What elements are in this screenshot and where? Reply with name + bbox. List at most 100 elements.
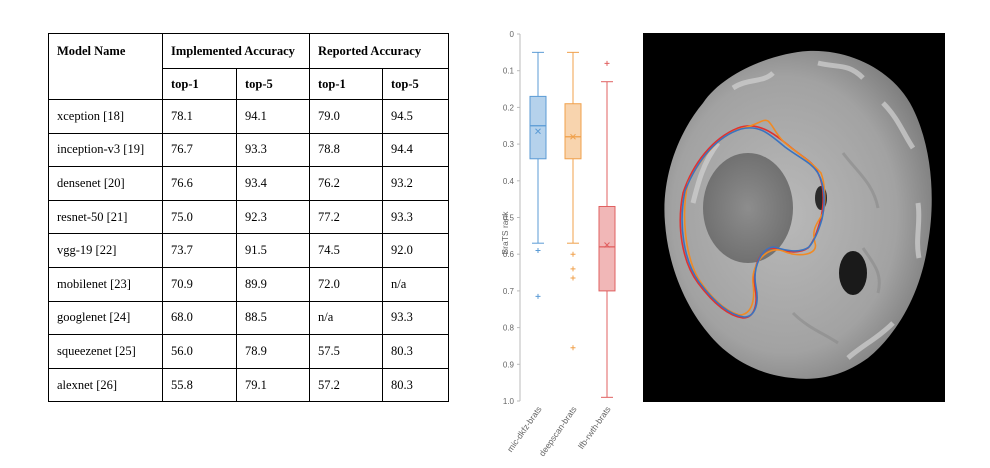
cell-impl-top1: 68.0	[162, 300, 237, 336]
header-rep-top5: top-5	[381, 68, 450, 100]
box-iqr	[564, 103, 582, 160]
cell-impl-top5: 93.4	[236, 166, 310, 201]
x-tick-label: deepscan-brats	[537, 404, 579, 458]
header-model-name: Model Name	[48, 33, 163, 100]
cell-impl-top5: 92.3	[236, 199, 310, 235]
cell-impl-top5: 78.9	[236, 334, 310, 369]
cell-model: vgg-19 [22]	[48, 233, 163, 268]
cell-impl-top1: 78.1	[162, 99, 237, 134]
cell-model: xception [18]	[48, 99, 163, 134]
cell-rep-top5: n/a	[381, 266, 450, 302]
mean-marker	[604, 242, 610, 248]
cell-impl-top1: 55.8	[162, 367, 237, 403]
mean-marker	[570, 133, 576, 140]
cell-impl-top1: 73.7	[162, 233, 237, 268]
contour-orange	[683, 119, 826, 316]
cell-rep-top1: 74.5	[309, 233, 383, 268]
cell-impl-top1: 76.6	[162, 166, 237, 201]
cell-rep-top5: 94.4	[381, 132, 450, 168]
cell-rep-top1: 77.2	[309, 199, 383, 235]
table-row: googlenet [24] 68.0 88.5 n/a 93.3	[48, 300, 450, 336]
outlier-point	[570, 345, 576, 351]
cell-impl-top5: 79.1	[236, 367, 310, 403]
y-tick-label: 0.8	[503, 324, 515, 333]
cell-rep-top1: 72.0	[309, 266, 383, 302]
table-row: alexnet [26] 55.8 79.1 57.2 80.3	[48, 367, 450, 403]
mean-marker	[535, 128, 541, 135]
box-lfb-rwth-brats: lfb-rwth-brats	[576, 60, 616, 451]
cell-rep-top5: 80.3	[381, 334, 450, 369]
cell-model: densenet [20]	[48, 166, 163, 201]
table-body: xception [18] 78.1 94.1 79.0 94.5 inception-v…	[48, 99, 450, 403]
outlier-point	[535, 248, 541, 254]
cell-impl-top1: 75.0	[162, 199, 237, 235]
y-tick-label: 0.5	[503, 214, 515, 223]
outlier-point	[570, 251, 576, 257]
cell-rep-top5: 93.3	[381, 199, 450, 235]
cell-rep-top1: n/a	[309, 300, 383, 336]
y-tick-label: 0.7	[503, 287, 515, 296]
ventricle-right	[839, 251, 867, 295]
white-matter-detail	[791, 152, 881, 345]
contour-blue	[681, 127, 825, 318]
table-row: resnet-50 [21] 75.0 92.3 77.2 93.3	[48, 199, 450, 235]
header-implemented-accuracy: Implemented Accuracy	[162, 33, 310, 69]
table-row: mobilenet [23] 70.9 89.9 72.0 n/a	[48, 266, 450, 302]
box-iqr	[598, 205, 616, 292]
cell-rep-top1: 76.2	[309, 166, 383, 201]
cell-impl-top5: 89.9	[236, 266, 310, 302]
table-row: inception-v3 [19] 76.7 93.3 78.8 94.4	[48, 132, 450, 168]
brats-rank-boxplot: 0 0.1 0.2 0.3 0.4 0.5 0.6 0.7 0.8 0.9 1.0 mic-dkfz…	[500, 30, 616, 458]
y-tick-label: 0.9	[503, 360, 515, 369]
box-iqr	[529, 95, 547, 160]
outlier-point	[570, 275, 576, 281]
table-row: xception [18] 78.1 94.1 79.0 94.5	[48, 99, 450, 134]
cell-rep-top5: 92.0	[381, 233, 450, 268]
cell-rep-top1: 57.5	[309, 334, 383, 369]
outlier-point	[535, 293, 541, 299]
x-tick-label: mic-dkfz-brats	[505, 404, 544, 453]
y-tick-label: 0.4	[503, 177, 515, 186]
cell-rep-top1: 78.8	[309, 132, 383, 168]
cell-model: inception-v3 [19]	[48, 132, 163, 168]
cell-impl-top5: 91.5	[236, 233, 310, 268]
header-impl-top1: top-1	[162, 68, 237, 100]
cell-impl-top5: 93.3	[236, 132, 310, 168]
cell-rep-top5: 80.3	[381, 367, 450, 403]
box-layer: mic-dkfz-bratsdeepscan-bratslfb-rwth-bra…	[505, 51, 616, 458]
cell-model: alexnet [26]	[48, 367, 163, 403]
cell-impl-top5: 94.1	[236, 99, 310, 134]
x-tick-label: lfb-rwth-brats	[576, 404, 613, 450]
axis-layer: 0 0.1 0.2 0.3 0.4 0.5 0.6 0.7 0.8 0.9 1.0	[503, 30, 521, 406]
header-impl-top5: top-5	[236, 68, 310, 100]
y-tick-label: 0.6	[503, 250, 515, 259]
outlier-point	[570, 266, 576, 272]
y-axis-label: BraTS rank	[500, 211, 510, 255]
y-tick-label: 0.2	[503, 103, 515, 112]
tumor-mass	[703, 153, 793, 263]
cell-model: squeezenet [25]	[48, 334, 163, 369]
cell-rep-top1: 79.0	[309, 99, 383, 134]
cell-impl-top1: 76.7	[162, 132, 237, 168]
accuracy-table: Model Name Implemented Accuracy Reported…	[48, 33, 450, 403]
cell-model: resnet-50 [21]	[48, 199, 163, 235]
y-tick-label: 0.3	[503, 140, 515, 149]
cell-rep-top5: 93.3	[381, 300, 450, 336]
table-row: densenet [20] 76.6 93.4 76.2 93.2	[48, 166, 450, 201]
header-reported-accuracy: Reported Accuracy	[308, 33, 450, 69]
y-tick-label: 0	[510, 30, 515, 39]
outlier-point	[604, 60, 610, 66]
cell-rep-top5: 93.2	[381, 166, 450, 201]
table-row: squeezenet [25] 56.0 78.9 57.5 80.3	[48, 334, 450, 369]
cell-rep-top1: 57.2	[309, 367, 383, 403]
y-tick-label: 0.1	[503, 67, 515, 76]
cortex-detail	[690, 60, 922, 360]
y-tick-label: 1.0	[503, 397, 515, 406]
header-rep-top1: top-1	[309, 68, 383, 100]
cell-model: googlenet [24]	[48, 300, 163, 336]
brain-mri-image	[643, 33, 945, 402]
cell-impl-top5: 88.5	[236, 300, 310, 336]
table-row: vgg-19 [22] 73.7 91.5 74.5 92.0	[48, 233, 450, 268]
cell-impl-top1: 70.9	[162, 266, 237, 302]
cell-impl-top1: 56.0	[162, 334, 237, 369]
